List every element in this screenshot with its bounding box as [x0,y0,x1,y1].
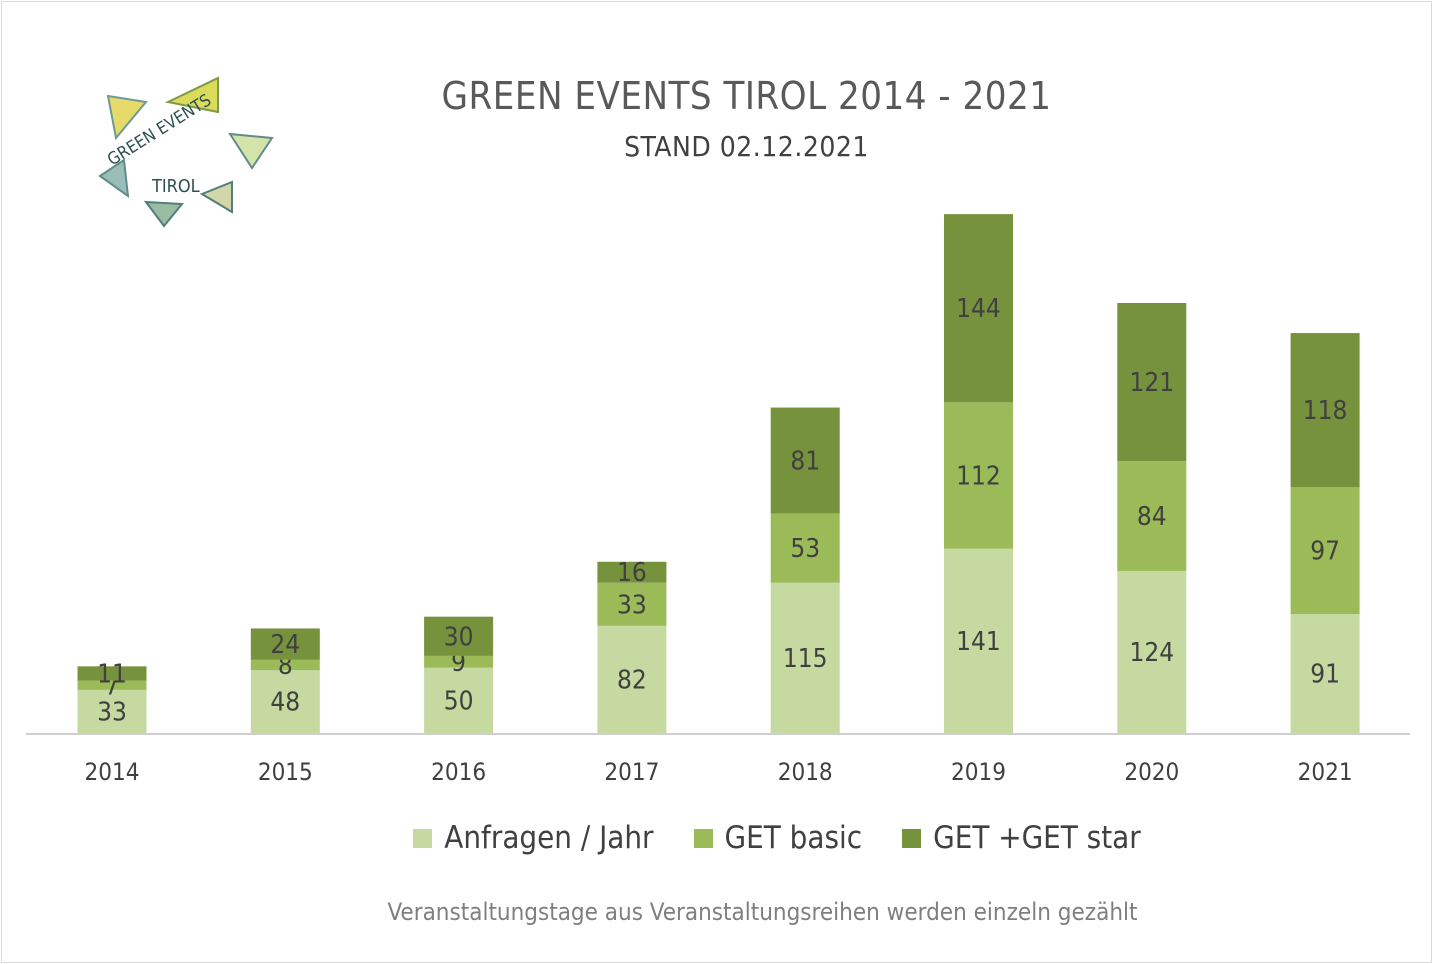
data-label-anfragen-jahr-2018: 115 [783,644,828,674]
bar-get-get-star-2020 [1117,302,1187,462]
data-label-get-basic-2019: 112 [956,462,1001,492]
bar-get-get-star-2015 [250,628,320,660]
x-tick-label-2018: 2018 [778,758,833,786]
bar-get-get-star-2014 [77,666,147,681]
data-label-get-get-star-2014: 11 [97,660,127,690]
bar-get-basic-2014 [77,680,147,690]
chart-subtitle: STAND 02.12.2021 [624,130,869,163]
bar-anfragen-jahr-2018 [770,582,840,733]
legend-swatch-get-star [902,828,922,848]
bar-get-get-star-2021 [1290,333,1360,488]
data-label-get-basic-2021: 97 [1310,537,1340,567]
data-label-get-basic-2020: 84 [1137,502,1167,532]
legend-swatch-anfragen [413,828,433,848]
green-events-tirol-logo: GREEN EVENTS TIROL [98,76,274,228]
legend-label-get-basic: GET basic [724,820,863,856]
bar-get-basic-2020 [1117,461,1187,571]
bar-anfragen-jahr-2015 [250,670,320,733]
legend-item-anfragen: Anfragen / Jahr [413,820,654,856]
legend-label-get-star: GET +GET star [933,820,1141,856]
data-label-anfragen-jahr-2019: 141 [956,627,1001,657]
bar-get-get-star-2016 [424,616,494,656]
data-label-anfragen-jahr-2017: 82 [617,665,647,695]
data-label-get-get-star-2018: 81 [790,446,820,476]
data-label-get-basic-2016: 9 [451,648,466,678]
bar-get-basic-2017 [597,582,667,626]
logo-text-line2: TIROL [151,176,200,197]
data-label-anfragen-jahr-2016: 50 [444,686,474,716]
bar-get-get-star-2019 [944,214,1013,403]
bar-get-basic-2015 [250,659,320,671]
bar-get-basic-2018 [770,513,840,583]
data-label-get-get-star-2015: 24 [270,630,300,660]
x-tick-label-2017: 2017 [604,758,659,786]
chart-title: GREEN EVENTS TIROL 2014 - 2021 [441,74,1052,118]
data-label-anfragen-jahr-2014: 33 [97,697,127,727]
legend-label-anfragen: Anfragen / Jahr [444,820,654,856]
legend-swatch-get-basic [693,828,713,848]
bar-get-basic-2019 [944,402,1013,549]
data-label-get-get-star-2021: 118 [1303,396,1348,426]
data-label-anfragen-jahr-2015: 48 [270,688,300,718]
legend-item-get-star: GET +GET star [902,820,1141,856]
bar-anfragen-jahr-2017 [597,625,667,733]
x-tick-label-2020: 2020 [1124,758,1179,786]
x-tick-label-2014: 2014 [85,758,140,786]
data-label-get-basic-2018: 53 [790,534,820,564]
x-tick-label-2019: 2019 [951,758,1006,786]
chart-legend: Anfragen / Jahr GET basic GET +GET star [2,820,1433,856]
bar-get-basic-2016 [424,655,494,668]
bar-get-get-star-2018 [770,407,840,514]
data-label-anfragen-jahr-2020: 124 [1129,638,1174,668]
chart-footnote: Veranstaltungstage aus Veranstaltungsrei… [387,898,1138,926]
data-label-get-get-star-2019: 144 [956,294,1001,324]
data-label-get-get-star-2017: 16 [617,558,647,588]
x-tick-label-2015: 2015 [258,758,313,786]
bar-get-basic-2021 [1290,487,1360,615]
data-label-get-get-star-2016: 30 [444,622,474,652]
data-label-anfragen-jahr-2021: 91 [1310,660,1340,690]
x-tick-label-2016: 2016 [431,758,486,786]
data-label-get-get-star-2020: 121 [1129,368,1174,398]
data-label-get-basic-2017: 33 [617,590,647,620]
bar-anfragen-jahr-2019 [944,548,1013,733]
bar-anfragen-jahr-2021 [1290,614,1360,733]
data-label-get-basic-2015: 8 [278,651,293,681]
data-label-get-basic-2014: 7 [105,671,120,701]
x-tick-label-2021: 2021 [1298,758,1353,786]
bar-anfragen-jahr-2020 [1117,570,1187,733]
legend-item-get-basic: GET basic [693,820,863,856]
bar-anfragen-jahr-2014 [77,689,147,733]
bar-anfragen-jahr-2016 [424,667,494,733]
bar-get-get-star-2017 [597,561,667,583]
